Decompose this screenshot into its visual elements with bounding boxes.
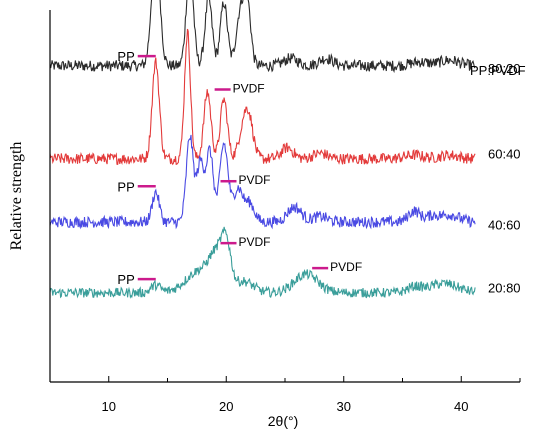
series-label-4: 20:80	[488, 280, 521, 295]
peak-labels: 80:20PPPVDF60:40PPPVDF40:60PPPVDF20:80PP…	[117, 49, 521, 295]
x-tick-label: 10	[102, 399, 116, 414]
pp-label: PP	[117, 49, 134, 64]
pvdf-label: PVDF	[239, 173, 271, 187]
series-line-1	[49, 0, 476, 74]
pp-label: PP	[117, 179, 134, 194]
y-axis-label: Relative strength	[8, 142, 25, 251]
series-label-3: 40:60	[488, 217, 521, 232]
series-label-2: 60:40	[488, 147, 521, 162]
series-label-1: 80:20	[488, 61, 521, 76]
x-tick-label: 30	[337, 399, 351, 414]
pp-label: PP	[117, 272, 134, 287]
series-line-2	[49, 28, 476, 166]
series-line-4	[49, 226, 476, 299]
x-tick-label: 20	[219, 399, 233, 414]
axes: 10 20 30 40	[49, 10, 521, 414]
pvdf-label: PVDF	[239, 235, 271, 249]
x-axis-label: 2θ(°)	[268, 413, 299, 429]
legend-title: PP:PVDF	[470, 63, 526, 78]
series-curves	[49, 0, 476, 299]
x-tick-label: 40	[454, 399, 468, 414]
pvdf-label: PVDF	[233, 81, 265, 95]
series-line-3	[49, 134, 476, 230]
pvdf-label: PVDF	[330, 260, 362, 274]
